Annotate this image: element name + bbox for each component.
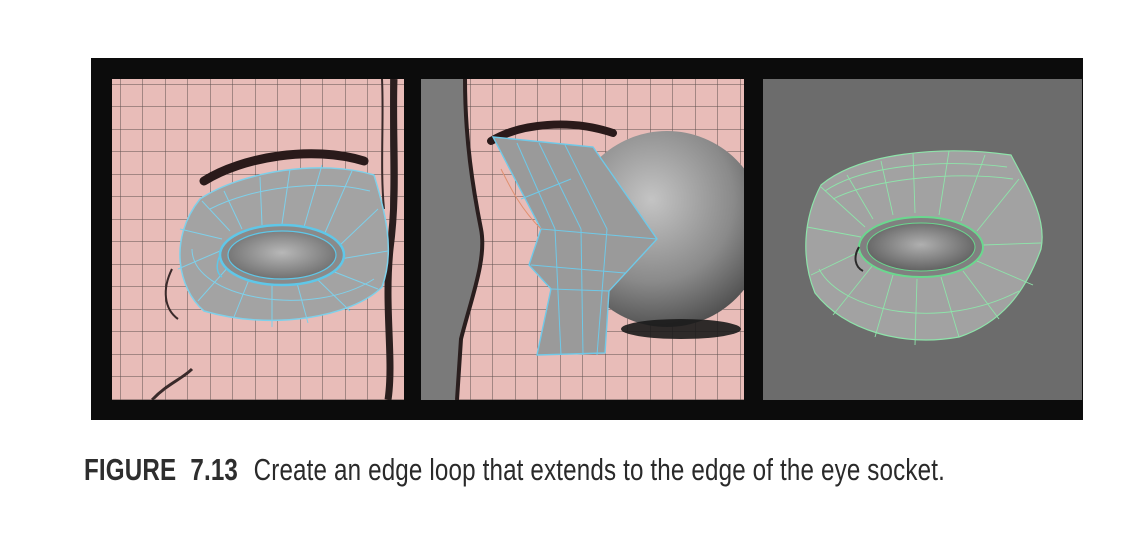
figure-frame (91, 58, 1083, 420)
side-view-panel (421, 79, 744, 400)
side-view-eyeball-mesh-icon (421, 79, 744, 400)
front-view-eye-mesh-icon (112, 79, 404, 400)
perspective-view-panel (763, 79, 1082, 400)
front-view-panel (112, 79, 404, 400)
figure-caption: FIGURE 7.13 Create an edge loop that exten… (84, 452, 945, 488)
figure-number: 7.13 (190, 452, 239, 487)
caption-text: Create an edge loop that extends to the … (253, 452, 946, 487)
perspective-eye-mesh-icon (763, 79, 1082, 400)
figure-label: FIGURE (84, 452, 177, 487)
